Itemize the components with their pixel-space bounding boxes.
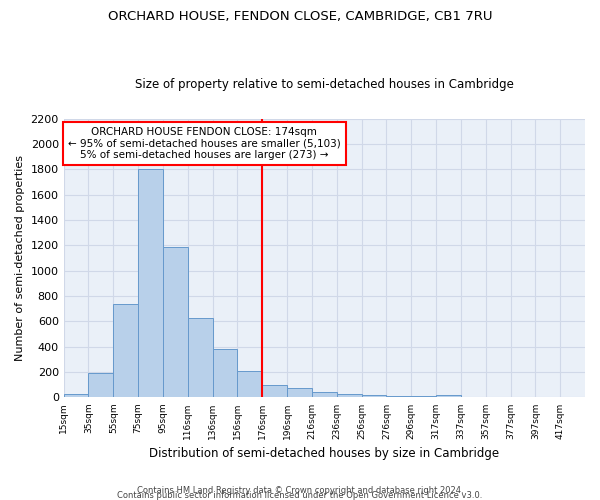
Y-axis label: Number of semi-detached properties: Number of semi-detached properties	[15, 155, 25, 361]
Bar	[262, 385, 287, 398]
Text: ORCHARD HOUSE FENDON CLOSE: 174sqm
← 95% of semi-detached houses are smaller (5,: ORCHARD HOUSE FENDON CLOSE: 174sqm ← 95%…	[68, 127, 341, 160]
Bar	[212, 348, 238, 398]
Text: Contains public sector information licensed under the Open Government Licence v3: Contains public sector information licen…	[118, 491, 482, 500]
Title: Size of property relative to semi-detached houses in Cambridge: Size of property relative to semi-detach…	[135, 78, 514, 91]
Bar	[163, 246, 188, 398]
Text: Contains HM Land Registry data © Crown copyright and database right 2024.: Contains HM Land Registry data © Crown c…	[137, 486, 463, 495]
Bar	[238, 372, 262, 398]
Bar	[312, 392, 337, 398]
Bar	[113, 304, 138, 398]
Bar	[337, 394, 362, 398]
Bar	[436, 395, 461, 398]
Bar	[362, 394, 386, 398]
Bar	[64, 394, 88, 398]
X-axis label: Distribution of semi-detached houses by size in Cambridge: Distribution of semi-detached houses by …	[149, 447, 499, 460]
Text: ORCHARD HOUSE, FENDON CLOSE, CAMBRIDGE, CB1 7RU: ORCHARD HOUSE, FENDON CLOSE, CAMBRIDGE, …	[108, 10, 492, 23]
Bar	[138, 170, 163, 398]
Bar	[386, 396, 411, 398]
Bar	[287, 388, 312, 398]
Bar	[411, 396, 436, 398]
Bar	[188, 318, 212, 398]
Bar	[88, 372, 113, 398]
